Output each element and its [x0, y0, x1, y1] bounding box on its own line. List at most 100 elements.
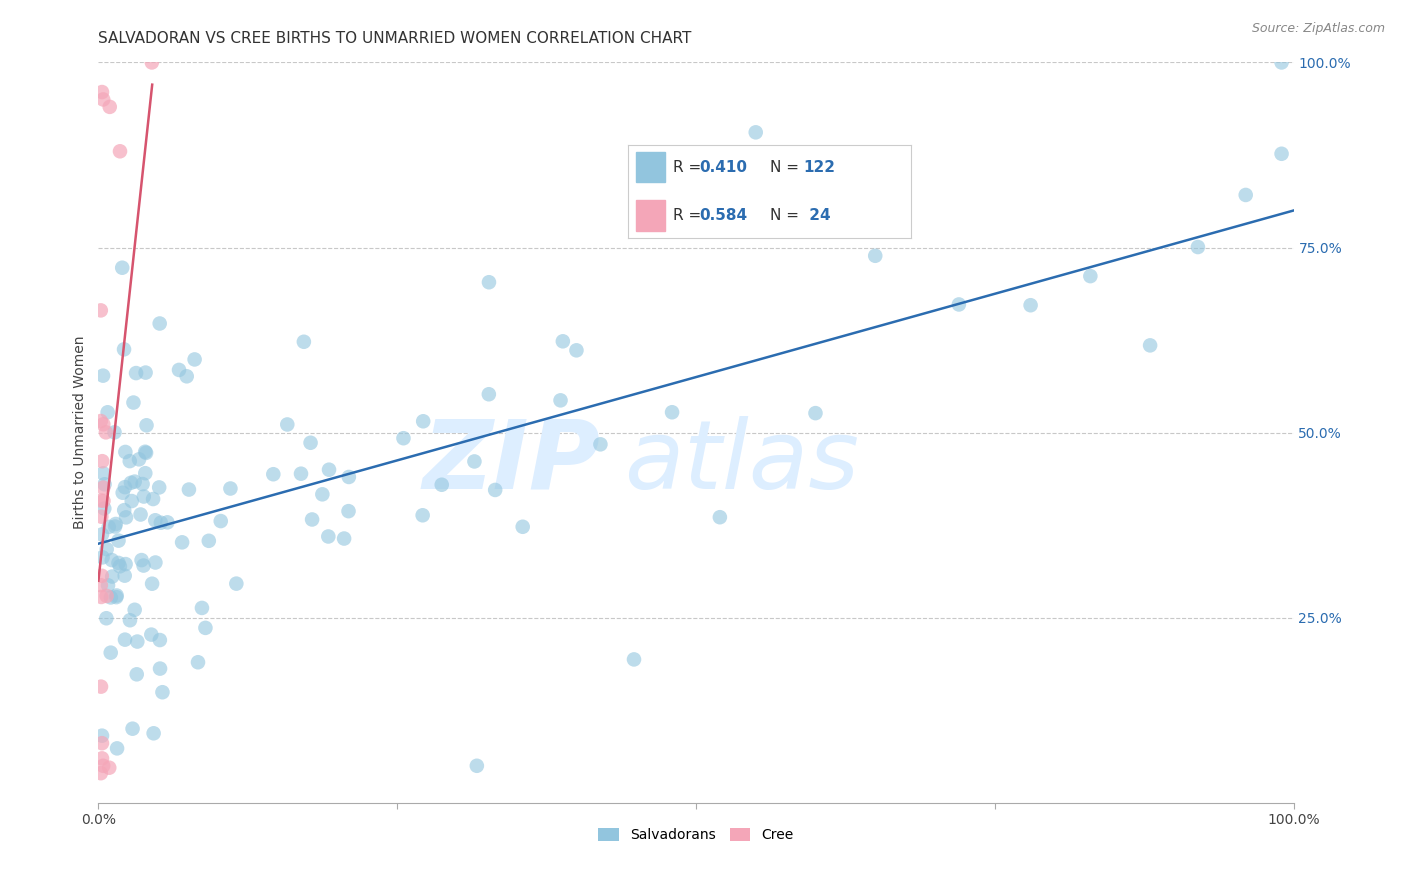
Point [465, 758, 488, 772]
Point [129, 508, 152, 522]
Point [101, 569, 124, 583]
Point [98, 100, 121, 114]
Text: 0.584: 0.584 [699, 208, 747, 223]
Point [1271, 55, 1294, 70]
Point [90, 303, 112, 318]
Point [104, 516, 127, 531]
Point [512, 520, 534, 534]
Point [337, 470, 360, 484]
Point [131, 477, 153, 491]
Point [176, 369, 198, 384]
Point [111, 260, 134, 275]
Point [219, 482, 242, 496]
Point [91, 417, 114, 432]
Point [550, 393, 572, 408]
Point [1080, 269, 1102, 284]
Text: 0.410: 0.410 [699, 160, 747, 175]
Point [143, 513, 166, 527]
Point [290, 467, 312, 481]
Point [93, 494, 115, 508]
Point [134, 444, 156, 458]
Point [97, 405, 120, 419]
Point [91, 85, 114, 99]
Point [104, 519, 127, 533]
Text: 122: 122 [804, 160, 835, 175]
Text: N =: N = [769, 208, 803, 223]
Point [194, 621, 217, 635]
Point [105, 590, 128, 604]
Point [145, 556, 167, 570]
Point [114, 445, 136, 459]
Point [114, 557, 136, 571]
Point [94, 425, 117, 440]
Point [142, 726, 165, 740]
Point [90, 569, 112, 583]
Point [804, 406, 827, 420]
Point [318, 463, 340, 477]
Point [107, 533, 129, 548]
Text: R =: R = [673, 208, 706, 223]
Point [118, 613, 141, 627]
Point [142, 491, 165, 506]
Point [91, 368, 114, 383]
Point [292, 334, 315, 349]
Point [125, 366, 148, 380]
Point [91, 467, 114, 481]
Point [90, 493, 112, 508]
Point [430, 477, 453, 491]
Point [90, 590, 112, 604]
Point [90, 578, 112, 592]
Point [191, 601, 214, 615]
Point [1019, 298, 1042, 312]
Point [91, 454, 114, 468]
Point [100, 553, 122, 567]
Bar [637, 152, 665, 182]
Bar [637, 201, 665, 231]
Point [115, 510, 138, 524]
Point [412, 508, 434, 523]
Point [96, 611, 118, 625]
Point [91, 729, 114, 743]
Point [262, 467, 284, 482]
Point [152, 685, 174, 699]
Point [90, 766, 112, 780]
Point [135, 418, 157, 433]
Point [661, 405, 683, 419]
Point [149, 317, 172, 331]
Point [311, 487, 333, 501]
Point [132, 558, 155, 573]
Point [124, 475, 146, 489]
Point [114, 480, 136, 494]
Text: SALVADORAN VS CREE BIRTHS TO UNMARRIED WOMEN CORRELATION CHART: SALVADORAN VS CREE BIRTHS TO UNMARRIED W… [98, 31, 692, 46]
Point [1271, 146, 1294, 161]
Point [148, 480, 170, 494]
Point [156, 516, 179, 530]
Point [141, 627, 163, 641]
Point [100, 591, 122, 605]
Point [333, 532, 356, 546]
Point [131, 553, 153, 567]
Point [112, 503, 135, 517]
Point [127, 634, 149, 648]
Point [98, 761, 121, 775]
Point [177, 483, 200, 497]
Text: R =: R = [673, 160, 706, 175]
Point [121, 722, 143, 736]
Text: 24: 24 [804, 208, 830, 223]
Point [91, 751, 114, 765]
Point [121, 494, 143, 508]
Point [167, 363, 190, 377]
Point [463, 454, 485, 468]
Point [103, 425, 125, 440]
Point [149, 662, 172, 676]
Point [1139, 338, 1161, 352]
Point [135, 446, 157, 460]
Legend: Salvadorans, Cree: Salvadorans, Cree [592, 822, 800, 847]
Text: ZIP: ZIP [422, 416, 600, 508]
Point [198, 533, 221, 548]
Point [337, 504, 360, 518]
Point [589, 437, 612, 451]
Point [96, 589, 118, 603]
Point [478, 387, 501, 401]
Point [132, 490, 155, 504]
